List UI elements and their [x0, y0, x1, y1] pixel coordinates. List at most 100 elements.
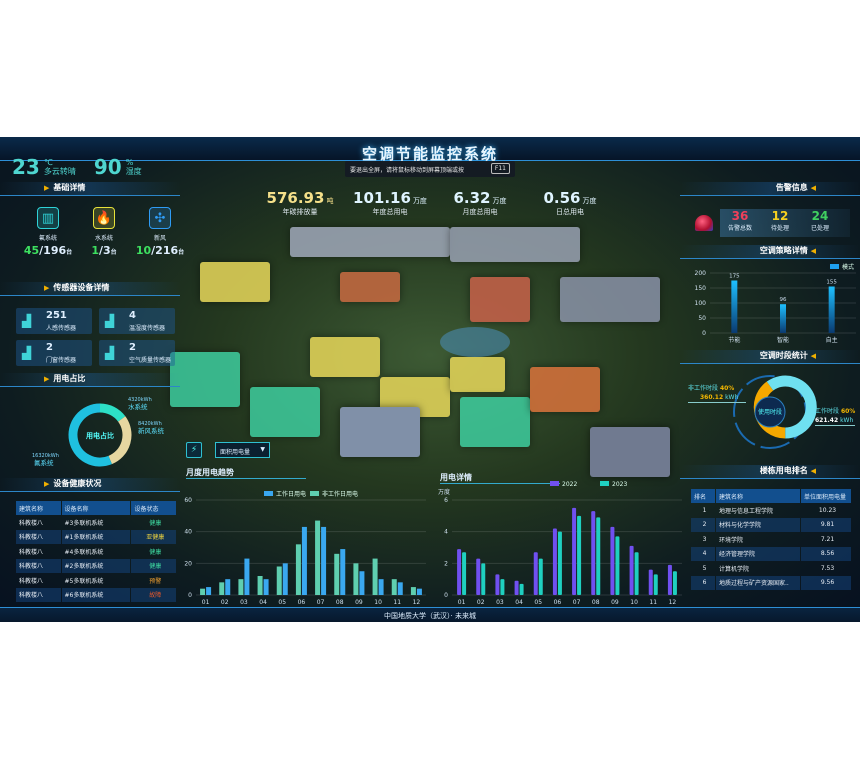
legend-label[interactable]: 非工作日用电	[322, 490, 358, 498]
building[interactable]	[250, 387, 320, 437]
bar[interactable]	[533, 552, 538, 595]
bar[interactable]	[495, 574, 500, 595]
bar[interactable]	[519, 583, 524, 595]
building[interactable]	[460, 397, 530, 447]
bar[interactable]	[378, 579, 384, 595]
bar[interactable]	[295, 544, 301, 595]
sensor-card[interactable]: ▟ 251 人感传感器	[16, 308, 92, 334]
alarm-count[interactable]: 12 待处理	[760, 209, 800, 232]
table-row[interactable]: 科教楼八 #1多联机系统 亚健康	[16, 529, 176, 544]
bar[interactable]	[244, 558, 250, 595]
building[interactable]	[340, 272, 400, 302]
bar[interactable]	[219, 582, 225, 595]
system-1[interactable]: 🔥 水系统 1/3台	[74, 207, 134, 257]
table-row[interactable]: 5 计算机学院 7.53	[691, 561, 851, 576]
table-row[interactable]: 2 材料与化学学院 9.81	[691, 517, 851, 532]
bar[interactable]	[263, 579, 269, 595]
bar[interactable]	[457, 549, 462, 595]
bar[interactable]	[634, 552, 639, 595]
bar[interactable]	[552, 528, 557, 596]
donut-slice-2[interactable]	[68, 403, 112, 467]
bar[interactable]	[828, 286, 835, 334]
bar[interactable]	[276, 566, 282, 596]
building[interactable]	[560, 277, 660, 322]
bar[interactable]	[257, 576, 263, 595]
bar[interactable]	[615, 536, 620, 595]
sensor-card[interactable]: ▟ 2 空气质量传感器	[99, 340, 175, 366]
building[interactable]	[310, 337, 380, 377]
building[interactable]	[290, 227, 450, 257]
building[interactable]	[470, 277, 530, 322]
table-row[interactable]: 科教楼八 #4多联机系统 健康	[16, 544, 176, 559]
bar[interactable]	[238, 579, 244, 595]
bar[interactable]	[780, 304, 786, 333]
bar[interactable]	[538, 558, 543, 595]
donut-slice-0[interactable]	[99, 403, 126, 422]
bar[interactable]	[353, 563, 359, 595]
building[interactable]	[170, 352, 240, 407]
metric-select[interactable]: 面积用电量 ▼	[215, 442, 270, 458]
building[interactable]	[340, 407, 420, 457]
building[interactable]	[530, 367, 600, 412]
legend-label[interactable]: 2022	[562, 481, 577, 488]
table-row[interactable]: 科教楼八 #2多联机系统 健康	[16, 558, 176, 573]
building[interactable]	[450, 357, 505, 392]
bar[interactable]	[391, 579, 397, 595]
alarm-count[interactable]: 24 已处理	[800, 209, 840, 232]
bar[interactable]	[481, 563, 486, 595]
energy-icon-button[interactable]: ⚡	[186, 442, 202, 458]
bar[interactable]	[397, 582, 403, 595]
bar[interactable]	[653, 574, 658, 595]
bar[interactable]	[514, 580, 519, 595]
legend-label[interactable]: 模式	[842, 263, 854, 271]
donut-slice-1[interactable]	[108, 416, 132, 465]
table-row[interactable]: 3 环境学院 7.21	[691, 532, 851, 547]
sensor-card[interactable]: ▟ 2 门窗传感器	[16, 340, 92, 366]
bar[interactable]	[416, 588, 422, 595]
table-row[interactable]: 6 地质过程与矿产资源国家.. 9.56	[691, 575, 851, 590]
campus-3d-scene[interactable]	[170, 217, 680, 507]
sensor-card[interactable]: ▟ 4 温湿度传感器	[99, 308, 175, 334]
bar[interactable]	[731, 280, 738, 334]
legend-label[interactable]: 工作日用电	[276, 490, 306, 498]
alarm-count[interactable]: 36 告警总数	[720, 209, 760, 232]
table-row[interactable]: 科教楼八 #6多联机系统 故障	[16, 587, 176, 602]
bar[interactable]	[577, 515, 582, 595]
table-row[interactable]: 1 地理与信息工程学院 10.23	[691, 503, 851, 518]
table-row[interactable]: 科教楼八 #5多联机系统 预警	[16, 573, 176, 588]
bar[interactable]	[500, 579, 505, 595]
bar[interactable]	[557, 531, 562, 595]
bar[interactable]	[334, 553, 340, 595]
bar[interactable]	[610, 526, 615, 595]
bar[interactable]	[200, 588, 206, 595]
system-0[interactable]: ▥ 氟系统 45/196台	[18, 207, 78, 257]
bar[interactable]	[372, 558, 378, 595]
bar[interactable]	[301, 526, 307, 595]
bar[interactable]	[315, 520, 321, 595]
building[interactable]	[590, 427, 670, 477]
bar[interactable]	[410, 587, 416, 595]
bar[interactable]	[667, 564, 672, 595]
bar[interactable]	[462, 552, 467, 595]
bar[interactable]	[321, 526, 327, 595]
f11-key[interactable]: F11	[490, 163, 510, 174]
bar[interactable]	[225, 579, 231, 595]
bar[interactable]	[359, 571, 365, 595]
bar[interactable]	[340, 549, 346, 595]
table-row[interactable]: 4 经济管理学院 8.56	[691, 546, 851, 561]
bar[interactable]	[648, 569, 653, 595]
building[interactable]	[450, 227, 580, 262]
bar[interactable]	[629, 545, 634, 595]
bar[interactable]	[672, 571, 677, 595]
table-row[interactable]: 科教楼八 #3多联机系统 健康	[16, 515, 176, 530]
bar[interactable]	[596, 517, 601, 595]
bar[interactable]	[282, 563, 288, 595]
building[interactable]	[200, 262, 270, 302]
bar[interactable]	[206, 587, 212, 595]
bar[interactable]	[591, 511, 596, 595]
bar[interactable]	[572, 507, 577, 595]
donut-slice-work[interactable]	[766, 375, 817, 439]
system-2[interactable]: ✣ 新风 10/216台	[130, 207, 190, 257]
legend-label[interactable]: 2023	[612, 481, 627, 488]
bar[interactable]	[476, 558, 481, 595]
